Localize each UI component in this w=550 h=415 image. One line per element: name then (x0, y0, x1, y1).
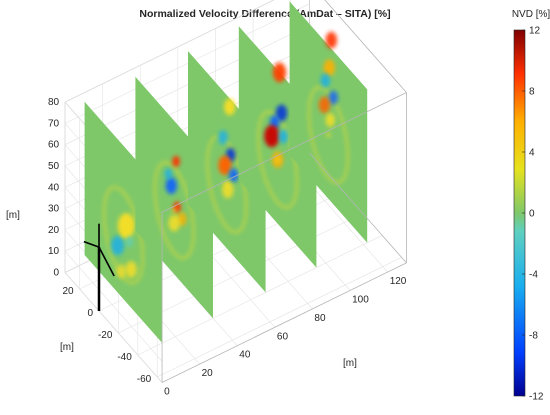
y-axis-label: [m] (60, 342, 74, 353)
colorbar-tick-label: -4 (529, 270, 538, 281)
axes-edge (161, 92, 407, 213)
grid-line (137, 235, 383, 356)
wake-ring (102, 186, 144, 285)
z-tick-label: 30 (48, 204, 60, 215)
slice-plane (289, 1, 368, 243)
x-tick-label: 80 (314, 313, 326, 324)
axis-ticks: 01020304050607080-60-40-2002002040608010… (48, 97, 407, 397)
colorbar: NVD [%] 12 8 4 0 -4 -8 -12 (512, 9, 550, 403)
wake-feature (125, 261, 137, 278)
colorbar-label: NVD [%] (512, 9, 550, 20)
slice-planes (84, 1, 368, 343)
slice-field (135, 76, 213, 319)
grid-line (64, 0, 275, 103)
wake-ring (307, 85, 349, 184)
wake-feature (264, 124, 280, 148)
wake-feature (323, 59, 335, 77)
wake-feature (116, 264, 127, 279)
colorbar-tick-label: 4 (529, 148, 535, 159)
grid-line (64, 24, 310, 145)
axes-edge (161, 262, 407, 383)
wake-ring (206, 135, 248, 234)
x-tick-label: 60 (277, 331, 289, 342)
slice-field (238, 26, 317, 268)
axes-box-front (161, 0, 407, 383)
hub-wake (120, 232, 126, 238)
y-tick-label: 20 (62, 286, 74, 297)
turbine-blade (83, 240, 100, 248)
wake-feature (320, 73, 331, 88)
colorbar-tick-label: -8 (529, 331, 538, 342)
z-tick-label: 70 (48, 118, 60, 129)
wake-ring (153, 161, 195, 260)
z-tick-label: 10 (48, 246, 60, 257)
slice-plane (84, 101, 163, 343)
wake-feature (117, 213, 135, 239)
colorbar-tick-label: 8 (529, 87, 535, 98)
chart-title: Normalized Velocity Difference (AmDat – … (139, 8, 390, 20)
wake-feature (218, 130, 228, 145)
wind-turbine (83, 223, 115, 311)
wake-feature (164, 168, 173, 180)
z-tick-label: 80 (48, 97, 60, 108)
wake-feature (224, 98, 236, 116)
x-tick-label: 120 (390, 276, 407, 287)
wake-feature (278, 129, 289, 144)
x-axis-label: [m] (343, 358, 357, 369)
turbine-blade (98, 246, 115, 277)
x-tick-label: 40 (239, 350, 251, 361)
wake-feature (275, 104, 288, 122)
z-tick-label: 0 (54, 268, 60, 279)
wake-feature (325, 31, 337, 49)
x-tick-label: 0 (164, 387, 170, 398)
z-tick-label: 40 (48, 182, 60, 193)
axes-edge (309, 152, 407, 264)
wake-feature (168, 214, 180, 232)
colorbar-tick-label: -12 (529, 392, 544, 403)
y-tick-label: -60 (137, 374, 152, 385)
grid-line (64, 251, 163, 362)
x-tick-label: 100 (352, 295, 369, 306)
colorbar-tick-label: 12 (529, 26, 541, 37)
wake-feature (111, 235, 125, 256)
y-tick-label: -20 (98, 330, 113, 341)
grid-line (64, 272, 163, 383)
grid-line (64, 3, 310, 124)
z-tick-label: 20 (48, 225, 60, 236)
hub-wake (325, 132, 331, 138)
hub-wake (224, 182, 230, 187)
wake-feature (325, 113, 336, 127)
grid-line (157, 257, 402, 378)
wake-feature (318, 96, 331, 114)
slice-plane (135, 76, 213, 319)
z-axis-label: [m] (6, 210, 20, 221)
wake-feature (125, 236, 134, 248)
colorbar-tick-label: 0 (529, 209, 535, 220)
slice-plane (238, 26, 317, 268)
wake-feature (328, 90, 339, 105)
axes-edge (324, 0, 407, 93)
z-tick-label: 50 (48, 161, 60, 172)
wake-feature (218, 155, 232, 176)
hub-wake (171, 207, 177, 213)
slice-plane (188, 51, 266, 293)
z-tick-label: 60 (48, 140, 60, 151)
hub-wake (275, 157, 281, 163)
x-tick-label: 20 (202, 368, 214, 379)
wake-ring (257, 110, 299, 209)
y-tick-label: 0 (87, 308, 93, 319)
y-tick-label: -40 (117, 352, 132, 363)
wake-feature (165, 177, 177, 195)
wake-feature (272, 62, 287, 83)
wake-feature (172, 155, 180, 167)
